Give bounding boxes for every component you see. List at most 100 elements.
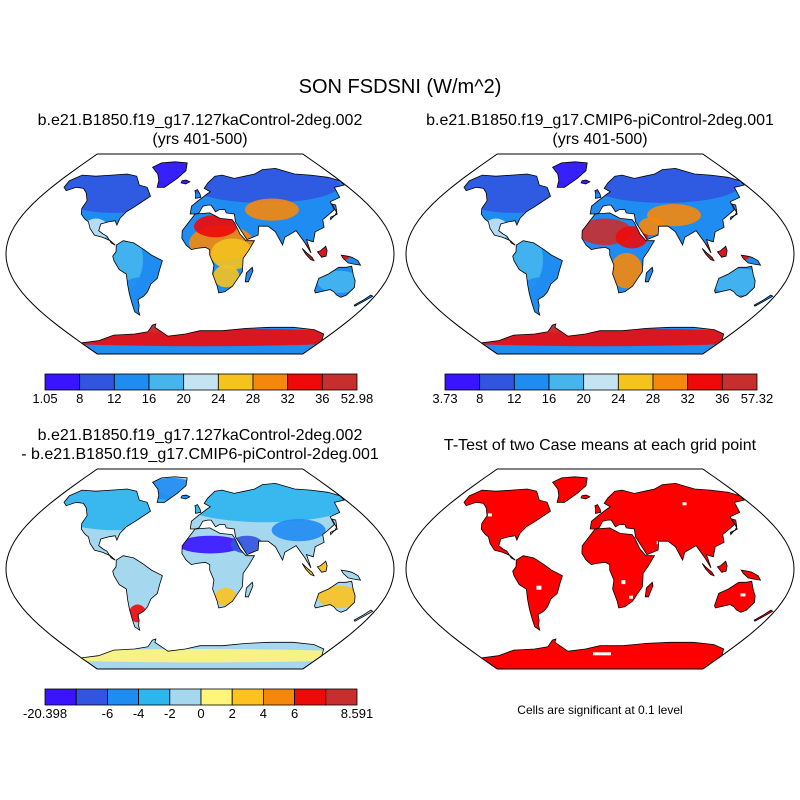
- colorbar-box: [79, 373, 115, 391]
- coastline-iceland: [180, 179, 191, 185]
- colorbar-tick-label: 24: [611, 391, 625, 406]
- coastline-new-zealand: [353, 294, 374, 307]
- colorbar-box: [444, 373, 481, 391]
- colorbar-box: [652, 373, 689, 391]
- colorbar-box: [262, 688, 295, 706]
- colorbar-tick-label: 8: [476, 391, 483, 406]
- panel-subtitle-case2: (yrs 401-500): [552, 131, 648, 148]
- colorbar-tick-label: 52.98: [341, 391, 374, 406]
- coastline-south-america: [512, 555, 563, 631]
- colorbar-box: [44, 688, 77, 706]
- coastline-borneo: [716, 560, 728, 573]
- coastline-new-guinea: [340, 254, 362, 266]
- map-outline: [5, 153, 395, 355]
- coastline-japan: [330, 203, 338, 221]
- coastline-sumatra: [301, 563, 315, 577]
- colorbar-box: [583, 373, 619, 391]
- coastline-british-isles: [594, 504, 602, 514]
- colorbar-tick-label: 4: [260, 706, 267, 721]
- map-case2: [405, 153, 795, 355]
- coastline-sumatra: [701, 563, 715, 577]
- colorbar-case1: 1.05 8 12 16 20 24 28 32 36 52.98: [32, 373, 374, 406]
- colorbar-box: [138, 688, 171, 706]
- coastline-british-isles: [194, 504, 202, 514]
- land-fill: [64, 476, 373, 669]
- coastline-greenland: [551, 161, 588, 188]
- colorbar-tick-label: 32: [680, 391, 694, 406]
- map-outline: [405, 153, 795, 355]
- colorbar-tick-label: 36: [315, 391, 329, 406]
- coastline-new-guinea: [740, 569, 762, 581]
- colorbar-tick-label: 2: [229, 706, 236, 721]
- colorbar-tick-label: 0: [197, 706, 204, 721]
- panel-title-case2: b.e21.B1850.f19_g17.CMIP6-piControl-2deg…: [426, 112, 774, 129]
- coastline-australia: [314, 265, 356, 298]
- coastline-antarctica: [480, 638, 725, 670]
- colorbar-box: [183, 373, 219, 391]
- map-outline: [405, 468, 795, 670]
- colorbar-box: [107, 688, 140, 706]
- map-difference: [5, 468, 395, 670]
- colorbar-tick-label: -6: [102, 706, 114, 721]
- coastline-antarctica: [480, 323, 725, 355]
- coastline-greenland: [551, 476, 588, 503]
- coastline-sumatra: [301, 248, 315, 262]
- coastline-british-isles: [194, 189, 202, 199]
- colorbar-box: [200, 688, 233, 706]
- colorbar-tick-label: 8.591: [341, 706, 374, 721]
- colorbar-tick-label: 28: [246, 391, 260, 406]
- coastline-madagascar: [244, 266, 254, 283]
- colorbar-box: [231, 688, 264, 706]
- coastline-borneo: [316, 245, 328, 258]
- coastline-japan: [330, 518, 338, 536]
- coastline-iceland: [180, 494, 191, 500]
- coastline-australia: [314, 580, 356, 613]
- colorbar-case2: 3.73 8 12 16 20 24 28 32 36 57.32: [432, 373, 774, 406]
- coastline-madagascar: [644, 581, 654, 598]
- colorbar-box: [294, 688, 327, 706]
- land-fill: [464, 161, 773, 354]
- colorbar-tick-label: 8: [76, 391, 83, 406]
- panel-title-case1: b.e21.B1850.f19_g17.127kaControl-2deg.00…: [37, 112, 363, 129]
- coastline-madagascar: [644, 266, 654, 283]
- coastline-madagascar: [244, 581, 254, 598]
- colorbar-tick-label: 6: [291, 706, 298, 721]
- map-case1: [5, 153, 395, 355]
- colorbar-tick-label: 57.32: [741, 391, 774, 406]
- coastline-antarctica: [80, 638, 325, 670]
- colorbar-box: [479, 373, 515, 391]
- coastline-north-america: [463, 488, 551, 561]
- colorbar-tick-label: 16: [542, 391, 556, 406]
- panel-subtitle-case1: (yrs 401-500): [152, 131, 248, 148]
- colorbar-tick-label: 36: [715, 391, 729, 406]
- main-title: SON FSDSNI (W/m^2): [298, 76, 502, 98]
- colorbar-tick-label: 20: [176, 391, 190, 406]
- map-outline: [5, 468, 395, 670]
- coastline-iceland: [580, 494, 591, 500]
- colorbar-box: [687, 373, 723, 391]
- colorbar-tick-label: 20: [576, 391, 590, 406]
- colorbar-tick-label: 12: [107, 391, 121, 406]
- colorbar-box: [617, 373, 654, 391]
- coastline-new-zealand: [753, 294, 774, 307]
- coastline-iceland: [580, 179, 591, 185]
- coastline-eurasia: [189, 167, 345, 254]
- map-ttest: [405, 468, 795, 670]
- colorbar-box: [548, 373, 585, 391]
- land-fill: [464, 476, 773, 669]
- panel-title-difference: b.e21.B1850.f19_g17.127kaControl-2deg.00…: [37, 427, 363, 444]
- significance-note: Cells are significant at 0.1 level: [517, 703, 683, 717]
- coastline-new-guinea: [340, 569, 362, 581]
- panel-title-ttest: T-Test of two Case means at each grid po…: [443, 437, 757, 454]
- colorbar-box: [113, 373, 150, 391]
- coastline-japan: [730, 203, 738, 221]
- coastline-new-zealand: [753, 609, 774, 622]
- coastline-eurasia: [589, 167, 745, 254]
- colorbar-difference: -20.398 -6 -4 -2 0 2 4 6 8.591: [23, 688, 374, 721]
- colorbar-box: [148, 373, 185, 391]
- coastline-africa: [581, 527, 656, 609]
- coastline-british-isles: [594, 189, 602, 199]
- coastline-africa: [181, 527, 256, 609]
- colorbar-box: [169, 688, 202, 706]
- coastline-new-zealand: [353, 609, 374, 622]
